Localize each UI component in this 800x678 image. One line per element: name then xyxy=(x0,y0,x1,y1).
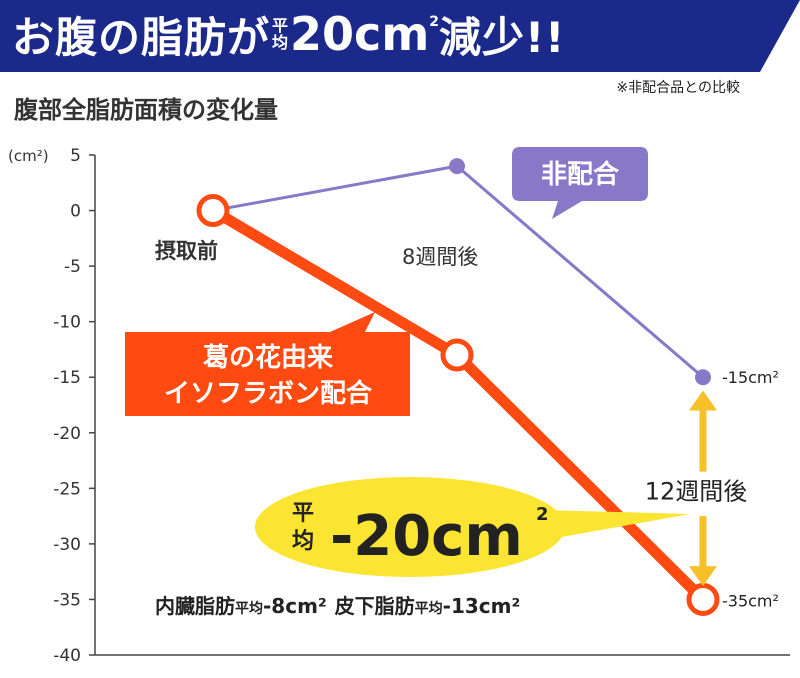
point-mix xyxy=(196,194,230,228)
bubble-superscript: 2 xyxy=(536,504,549,525)
y-tick-label: -5 xyxy=(64,257,81,277)
legend-label-mix-line2: イソフラボン配合 xyxy=(164,378,373,409)
y-tick-label: -40 xyxy=(53,646,81,666)
average-bubble xyxy=(255,477,565,577)
y-tick-label: 5 xyxy=(70,146,81,166)
bubble-value: -20cm xyxy=(330,504,523,569)
title-value: 20cm xyxy=(290,7,430,61)
end-label-mix: -35cm² xyxy=(722,591,779,610)
arrow-head-up xyxy=(689,390,717,411)
bubble-label-bottom: 均 xyxy=(292,528,314,554)
y-tick-label: -10 xyxy=(53,313,81,333)
title-superscript: 2 xyxy=(429,14,439,30)
banner-bg xyxy=(0,0,800,72)
arrow-head-down xyxy=(689,566,717,587)
chart-subtitle: 腹部全脂肪面積の変化量 xyxy=(14,96,278,124)
legend-label-mix-line1: 葛の花由来 xyxy=(202,343,334,373)
header-banner: お腹の脂肪が 平 均 20cm 2 減少!! xyxy=(0,0,800,72)
breakdown-label: 内臓脂肪平均-8cm² 皮下脂肪平均-13cm² xyxy=(155,594,520,618)
point-non-mix xyxy=(449,158,465,175)
y-tick-label: -20 xyxy=(53,424,81,444)
title-small-top: 平 xyxy=(272,16,289,35)
y-tick-label: 0 xyxy=(70,202,81,222)
comparison-note: ※非配合品との比較 xyxy=(616,80,740,96)
title-small: 平 均 xyxy=(272,17,288,51)
end-label-non-mix: -15cm² xyxy=(722,368,779,387)
point-mix xyxy=(440,338,474,372)
x-label-8weeks: 8週間後 xyxy=(402,245,478,269)
y-tick-label: -15 xyxy=(53,368,81,388)
breakdown-part: 平均 xyxy=(235,600,263,617)
period-label-12weeks: 12週間後 xyxy=(645,478,748,506)
breakdown-part: 皮下脂肪 xyxy=(335,594,415,618)
breakdown-part: -8cm² xyxy=(263,594,327,618)
y-tick-label: -25 xyxy=(53,479,81,499)
y-tick-label: -30 xyxy=(53,535,81,555)
y-tick-label: -35 xyxy=(53,590,81,610)
breakdown-part: 平均 xyxy=(415,600,443,617)
title-small-bottom: 均 xyxy=(272,33,289,52)
point-non-mix xyxy=(695,369,711,386)
banner-title: お腹の脂肪が 平 均 20cm 2 減少!! xyxy=(12,4,565,64)
axis-layer: 5 0 -5 -10 -15 -20 -25 -30 -35 -40 (cm²) 摂取前 8週間後 xyxy=(8,146,790,666)
point-mix xyxy=(686,582,720,616)
x-label-start: 摂取前 xyxy=(155,239,218,263)
breakdown-part: -13cm² xyxy=(443,594,521,618)
title-part1: お腹の脂肪が xyxy=(12,12,271,62)
legend-bubble-non-mix xyxy=(512,147,648,219)
average-bubble-tail xyxy=(540,510,690,540)
title-part2: 減少!! xyxy=(439,12,566,62)
legend-label-non-mix: 非配合 xyxy=(541,159,620,190)
bubble-label-top: 平 xyxy=(292,501,314,526)
legend-box-mix xyxy=(125,312,410,416)
y-unit-label: (cm²) xyxy=(8,147,49,165)
breakdown-part: 内臓脂肪 xyxy=(155,594,235,618)
